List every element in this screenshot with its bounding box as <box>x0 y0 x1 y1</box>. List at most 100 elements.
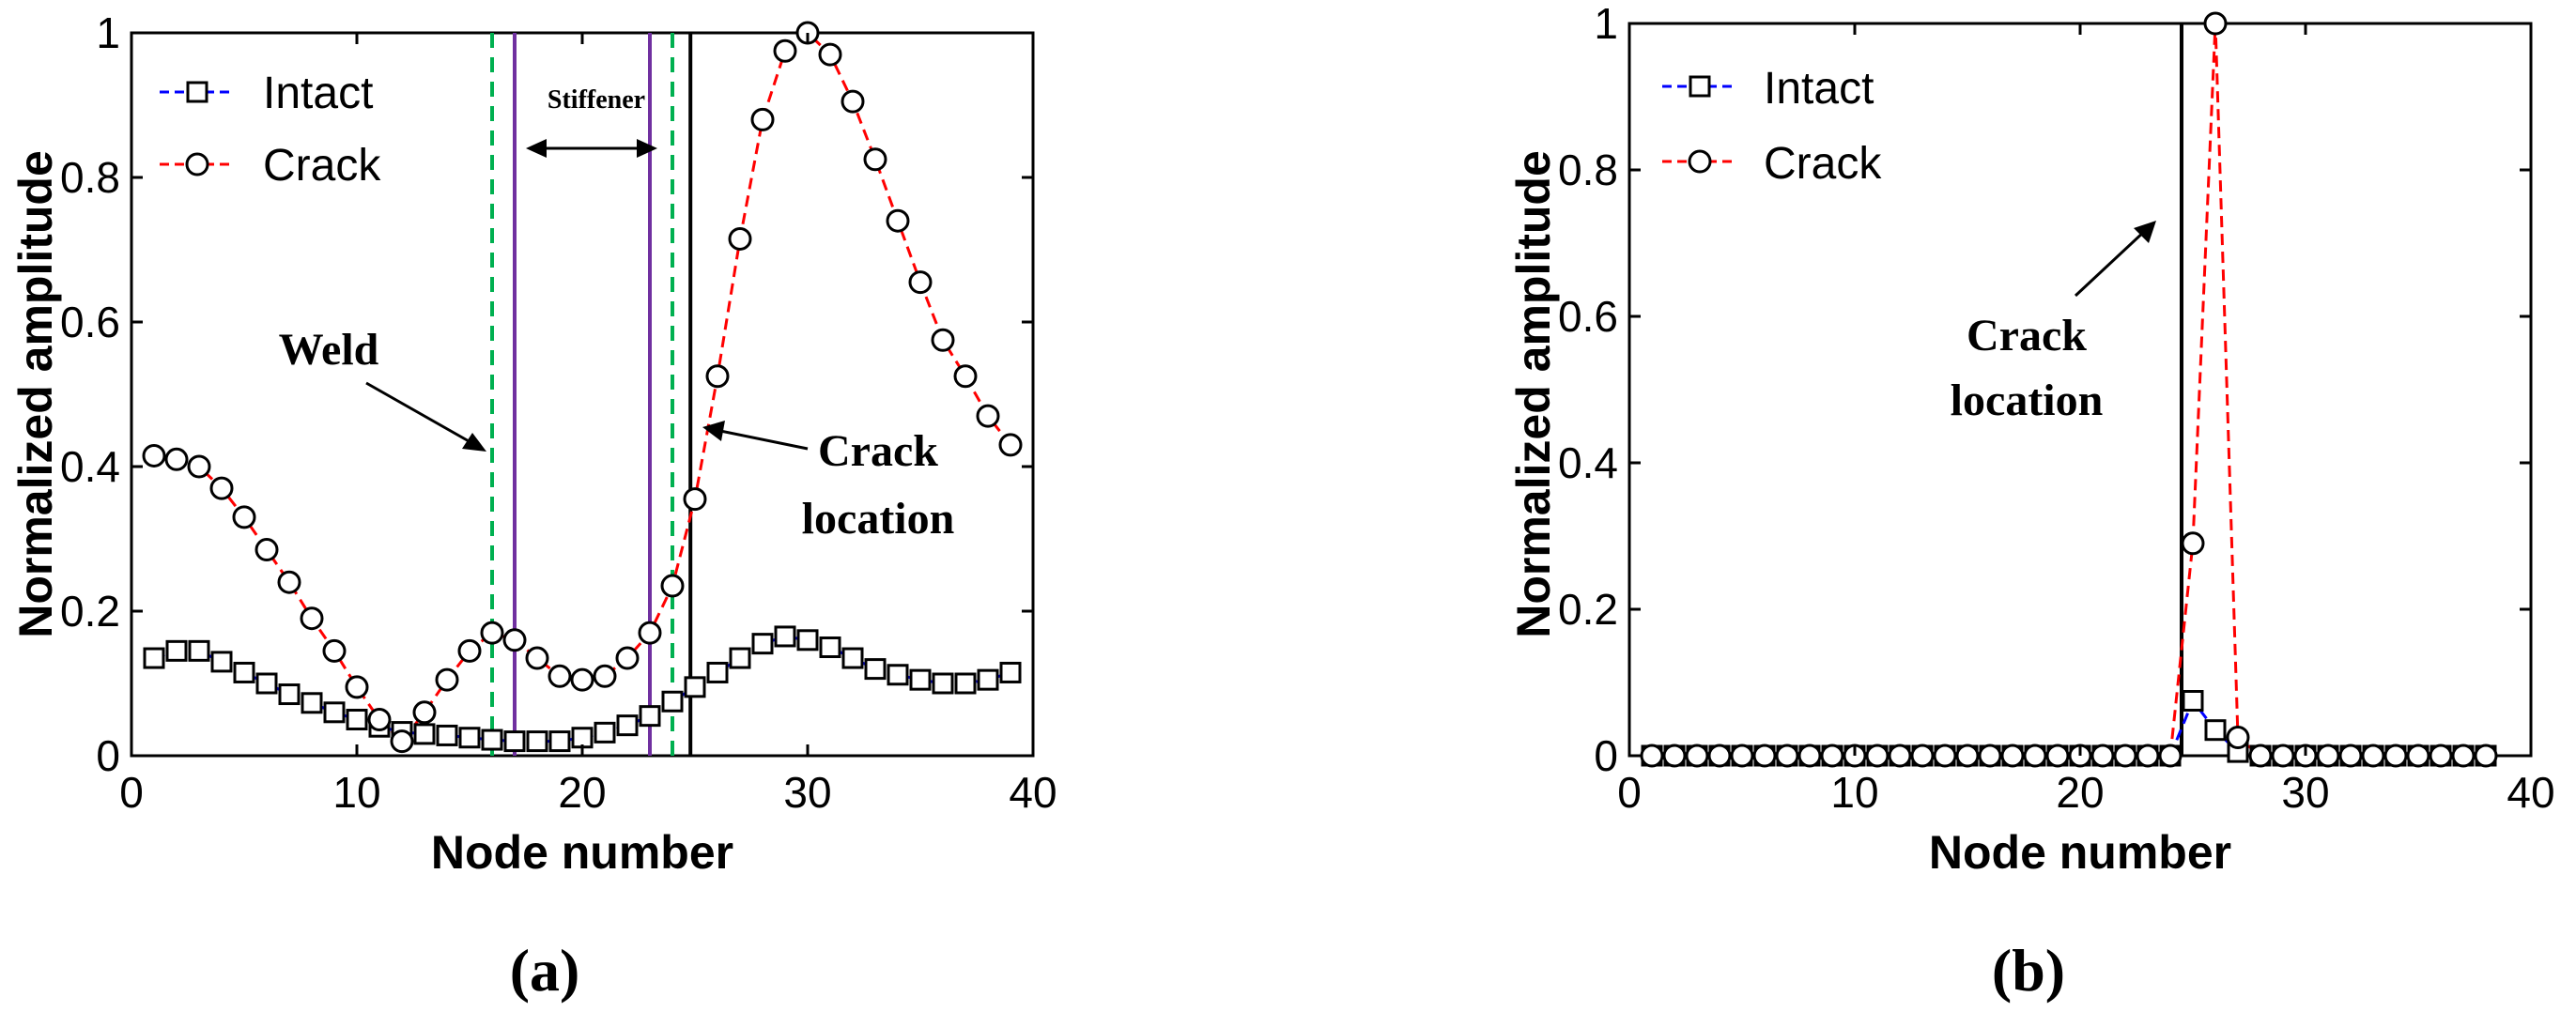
data-point-crack <box>1640 744 1664 768</box>
data-point-crack <box>615 646 640 670</box>
x-tick-label: 40 <box>2507 768 2554 817</box>
legend-crack-label-b: Crack <box>1764 139 1882 189</box>
y-tick-label: 0.2 <box>60 587 120 636</box>
data-point-crack <box>1685 744 1709 768</box>
data-point-crack <box>2000 744 2025 768</box>
data-point-crack <box>2090 744 2115 768</box>
x-tick-label: 30 <box>2281 768 2329 817</box>
data-point-crack <box>570 667 594 692</box>
data-point-crack <box>1933 744 1957 768</box>
y-tick-label: 0.2 <box>1558 585 1618 634</box>
x-axis-label-b: Node number <box>1929 826 2231 879</box>
weld-arrow <box>365 381 478 448</box>
legend-crack-marker-a <box>185 152 209 176</box>
data-point-intact <box>706 661 729 683</box>
data-point-crack <box>931 328 955 352</box>
crack-location-annotation-line1-a: Crack <box>818 426 938 476</box>
y-tick-label: 0.4 <box>60 442 120 491</box>
panel-label-b: (b) <box>1992 937 2065 1004</box>
legend-crack-label-a: Crack <box>263 141 381 191</box>
y-tick-label: 1 <box>1594 0 1618 48</box>
data-point-intact <box>909 668 932 691</box>
legend-intact-label-a: Intact <box>263 69 373 118</box>
crack-location-arrowhead-b <box>2134 221 2156 243</box>
data-point-crack <box>2338 744 2363 768</box>
data-point-crack <box>1910 744 1935 768</box>
data-point-crack <box>2474 744 2498 768</box>
data-point-crack <box>367 708 392 731</box>
crack-location-annotation-line2-a: location <box>802 494 955 544</box>
data-point-crack <box>1730 744 1754 768</box>
data-point-crack <box>2316 744 2340 768</box>
y-tick-label: 0 <box>96 731 120 780</box>
y-tick-label: 0.4 <box>1558 438 1618 487</box>
data-point-crack <box>232 505 256 529</box>
data-point-crack <box>142 443 166 468</box>
data-point-crack <box>502 628 527 652</box>
data-point-crack <box>2271 744 2295 768</box>
data-point-crack <box>1820 744 1844 768</box>
data-point-crack <box>638 621 662 645</box>
x-tick-label: 30 <box>783 768 831 817</box>
data-point-crack <box>863 147 887 172</box>
data-point-crack <box>345 675 369 699</box>
crack-location-arrow-a <box>715 428 809 451</box>
data-point-intact <box>999 661 1022 683</box>
data-point-crack <box>2136 744 2160 768</box>
crack-location-arrow-b <box>2074 228 2148 298</box>
data-point-crack <box>2451 744 2476 768</box>
data-point-intact <box>436 724 458 746</box>
data-point-intact <box>751 633 774 655</box>
data-point-intact <box>481 728 503 751</box>
y-axis-label-a: Normalized amplitude <box>9 150 62 638</box>
data-point-crack <box>705 364 730 389</box>
data-point-intact <box>729 647 751 669</box>
data-point-intact <box>323 701 346 724</box>
ticks-a: 0 10 20 30 40 0 0.2 0.4 0.6 0.8 1 <box>60 8 1057 817</box>
data-point-intact <box>165 639 188 662</box>
data-point-crack <box>525 646 549 670</box>
data-point-crack <box>728 226 752 251</box>
data-point-crack <box>2383 744 2408 768</box>
data-point-intact <box>639 705 661 728</box>
x-tick-label: 0 <box>119 768 144 817</box>
data-point-crack <box>2248 744 2273 768</box>
legend-a: Intact Crack <box>160 69 381 191</box>
data-point-crack <box>998 433 1023 457</box>
y-tick-label: 1 <box>96 8 120 57</box>
x-tick-label: 40 <box>1009 768 1057 817</box>
x-tick-label: 20 <box>558 768 606 817</box>
data-point-crack <box>187 454 211 479</box>
data-point-intact <box>188 639 210 662</box>
data-point-crack <box>164 447 189 471</box>
stiffener-arrowhead-right <box>637 139 657 158</box>
data-point-intact <box>210 651 233 673</box>
series-group-a <box>142 21 1023 754</box>
data-point-intact <box>301 692 323 714</box>
data-point-crack <box>2406 744 2430 768</box>
data-point-intact <box>977 668 999 691</box>
y-tick-label: 0.6 <box>1558 292 1618 341</box>
data-point-crack <box>209 476 234 500</box>
data-point-crack <box>1797 744 1822 768</box>
data-point-crack <box>2429 744 2453 768</box>
panel-label-a: (a) <box>510 937 580 1004</box>
data-point-crack <box>1865 744 1890 768</box>
data-point-intact <box>864 658 887 681</box>
crack-location-arrowhead-a <box>702 421 725 441</box>
data-point-crack <box>2226 726 2250 749</box>
data-point-intact <box>413 723 436 745</box>
data-point-crack <box>841 89 865 114</box>
stiffener-annotation: Stiffener <box>548 85 645 115</box>
data-point-crack <box>773 38 797 63</box>
data-point-crack <box>2023 744 2047 768</box>
data-point-crack <box>1955 744 1980 768</box>
data-point-crack <box>1888 744 1912 768</box>
data-point-intact <box>661 690 684 713</box>
data-point-crack <box>1775 744 1799 768</box>
legend-intact-marker-a <box>186 81 208 103</box>
crack-location-annotation-line1-b: Crack <box>1967 311 2087 360</box>
data-point-crack <box>2045 744 2070 768</box>
data-point-intact <box>887 664 909 686</box>
data-point-crack <box>2113 744 2137 768</box>
